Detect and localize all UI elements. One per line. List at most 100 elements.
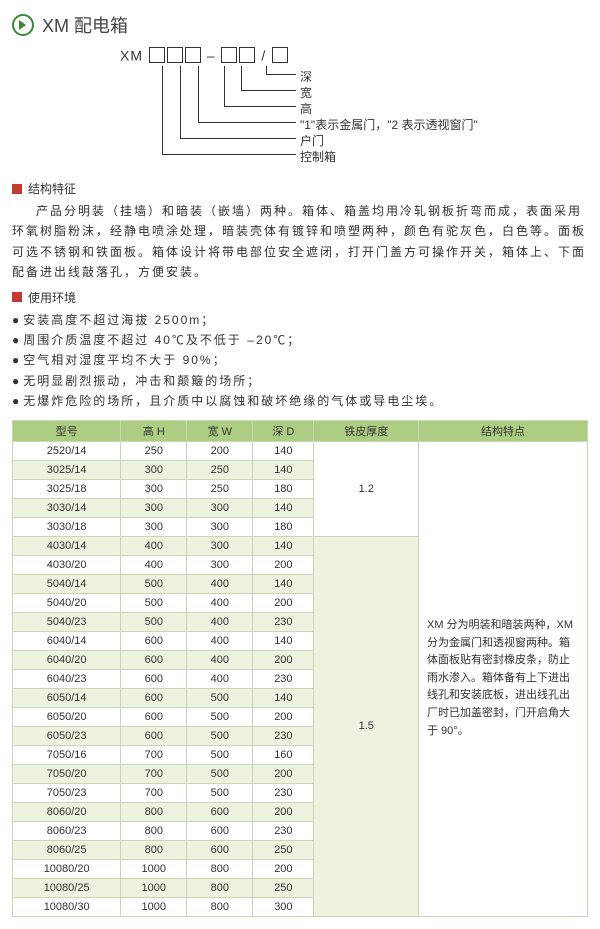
thickness-cell: 1.5 (314, 536, 419, 916)
table-cell: 600 (121, 669, 187, 688)
diagram-dash: – (207, 47, 216, 63)
table-cell: 8060/23 (13, 821, 121, 840)
table-cell: 600 (187, 802, 253, 821)
table-cell: 140 (253, 498, 314, 517)
table-cell: 200 (253, 593, 314, 612)
env-item: 无明显剧烈振动，冲击和颠簸的场所； (12, 371, 588, 391)
table-cell: 600 (121, 650, 187, 669)
table-cell: 4030/20 (13, 555, 121, 574)
table-cell: 4030/14 (13, 536, 121, 555)
table-cell: 600 (121, 631, 187, 650)
diagram-label-box: 控制箱 (300, 148, 336, 165)
table-cell: 200 (253, 555, 314, 574)
table-cell: 300 (253, 897, 314, 916)
table-cell: 400 (121, 536, 187, 555)
table-cell: 500 (187, 783, 253, 802)
table-cell: 250 (187, 460, 253, 479)
table-cell: 5040/14 (13, 574, 121, 593)
table-cell: 3025/14 (13, 460, 121, 479)
table-cell: 200 (253, 802, 314, 821)
col-depth: 深 D (253, 420, 314, 441)
col-feature: 结构特点 (419, 420, 588, 441)
col-model: 型号 (13, 420, 121, 441)
table-cell: 230 (253, 783, 314, 802)
table-cell: 140 (253, 574, 314, 593)
table-cell: 250 (121, 441, 187, 460)
table-cell: 300 (121, 460, 187, 479)
table-cell: 230 (253, 821, 314, 840)
table-cell: 10080/20 (13, 859, 121, 878)
table-cell: 1000 (121, 897, 187, 916)
diagram-label-height: 高 (300, 100, 312, 117)
table-cell: 1000 (121, 859, 187, 878)
arrow-circle-icon (12, 14, 34, 36)
col-thick: 铁皮厚度 (314, 420, 419, 441)
table-cell: 5040/23 (13, 612, 121, 631)
diagram-label-door: 户门 (300, 132, 324, 149)
table-cell: 700 (121, 764, 187, 783)
section-marker-icon (12, 184, 22, 194)
table-cell: 300 (187, 555, 253, 574)
diagram-label-depth: 深 (300, 68, 312, 85)
table-cell: 10080/25 (13, 878, 121, 897)
table-cell: 140 (253, 688, 314, 707)
table-cell: 10080/30 (13, 897, 121, 916)
table-cell: 140 (253, 631, 314, 650)
table-cell: 400 (187, 612, 253, 631)
env-item: 空气相对湿度平均不大于 90%； (12, 350, 588, 370)
table-cell: 3030/18 (13, 517, 121, 536)
model-code-diagram: XM – / 深 宽 高 "1"表示金属门，"2 表示透视窗门" 户门 控制箱 (120, 46, 480, 166)
table-cell: 800 (187, 897, 253, 916)
section-marker-icon (12, 292, 22, 302)
table-cell: 2520/14 (13, 441, 121, 460)
table-cell: 140 (253, 460, 314, 479)
table-cell: 600 (121, 726, 187, 745)
env-item: 安装高度不超过海拔 2500m； (12, 310, 588, 330)
table-cell: 800 (187, 878, 253, 897)
table-cell: 230 (253, 669, 314, 688)
table-cell: 6040/14 (13, 631, 121, 650)
table-cell: 600 (121, 688, 187, 707)
table-cell: 200 (253, 859, 314, 878)
table-cell: 500 (187, 688, 253, 707)
table-cell: 200 (253, 764, 314, 783)
table-cell: 700 (121, 745, 187, 764)
table-cell: 5040/20 (13, 593, 121, 612)
table-cell: 400 (187, 574, 253, 593)
table-cell: 230 (253, 726, 314, 745)
table-cell: 400 (187, 650, 253, 669)
col-height: 高 H (121, 420, 187, 441)
table-cell: 800 (121, 821, 187, 840)
thickness-cell: 1.2 (314, 441, 419, 536)
diagram-prefix: XM (120, 47, 143, 63)
table-cell: 300 (187, 536, 253, 555)
table-cell: 400 (187, 593, 253, 612)
table-cell: 250 (187, 479, 253, 498)
table-cell: 180 (253, 517, 314, 536)
table-cell: 250 (253, 840, 314, 859)
table-cell: 500 (187, 726, 253, 745)
table-cell: 160 (253, 745, 314, 764)
table-cell: 8060/25 (13, 840, 121, 859)
table-cell: 300 (187, 498, 253, 517)
env-item: 周围介质温度不超过 40℃及不低于 –20℃； (12, 330, 588, 350)
table-cell: 200 (253, 650, 314, 669)
table-cell: 140 (253, 441, 314, 460)
table-cell: 7050/23 (13, 783, 121, 802)
table-cell: 8060/20 (13, 802, 121, 821)
section-title-environment: 使用环境 (28, 289, 76, 306)
table-cell: 400 (187, 669, 253, 688)
structure-description: 产品分明装（挂墙）和暗装（嵌墙）两种。箱体、箱盖均用冷轧钢板折弯而成，表面采用环… (12, 201, 588, 283)
table-cell: 200 (253, 707, 314, 726)
diagram-label-door-type: "1"表示金属门，"2 表示透视窗门" (300, 116, 478, 133)
table-cell: 6050/23 (13, 726, 121, 745)
table-cell: 400 (121, 555, 187, 574)
table-cell: 180 (253, 479, 314, 498)
table-cell: 200 (187, 441, 253, 460)
table-cell: 1000 (121, 878, 187, 897)
env-item: 无爆炸危险的场所，且介质中以腐蚀和破坏绝缘的气体或导电尘埃。 (12, 391, 588, 411)
table-cell: 600 (187, 840, 253, 859)
table-cell: 6050/20 (13, 707, 121, 726)
table-cell: 7050/16 (13, 745, 121, 764)
table-cell: 300 (121, 479, 187, 498)
